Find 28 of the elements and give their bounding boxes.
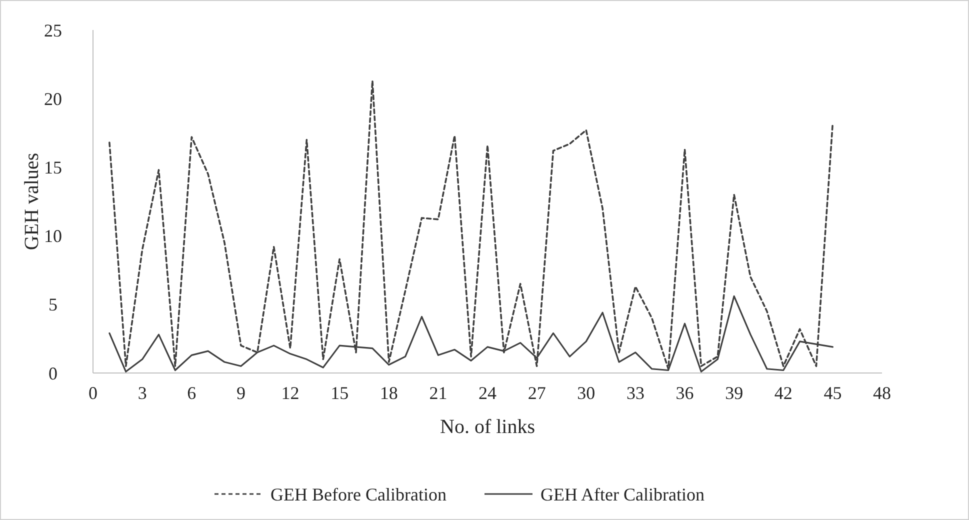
- y-axis-title: GEH values: [21, 152, 43, 250]
- y-tick-label: 25: [44, 20, 62, 40]
- x-tick-label: 0: [88, 383, 98, 403]
- x-tick-label: 6: [187, 383, 196, 403]
- x-tick-label: 48: [873, 383, 891, 403]
- x-tick-label: 39: [725, 383, 744, 403]
- x-tick-label: 30: [577, 383, 596, 403]
- legend-label: GEH Before Calibration: [270, 484, 446, 504]
- y-tick-label: 10: [44, 226, 62, 246]
- x-tick-label: 21: [429, 383, 448, 403]
- y-tick-label: 15: [44, 158, 62, 178]
- x-tick-label: 18: [380, 383, 398, 403]
- x-tick-label: 24: [478, 383, 496, 403]
- legend-label: GEH After Calibration: [540, 484, 704, 504]
- x-tick-label: 15: [330, 383, 349, 403]
- x-tick-label: 12: [281, 383, 300, 403]
- x-axis-title: No. of links: [440, 416, 536, 438]
- y-tick-label: 5: [48, 294, 58, 315]
- x-tick-label: 3: [138, 383, 147, 403]
- x-tick-label: 36: [676, 383, 694, 403]
- y-tick-label: 0: [48, 363, 58, 384]
- x-tick-label: 42: [774, 383, 792, 403]
- line-series: [108, 80, 834, 370]
- y-tick-label: 20: [44, 88, 62, 109]
- x-tick-label: 33: [626, 383, 644, 403]
- x-tick-label: 27: [528, 383, 546, 403]
- x-tick-label: 45: [824, 383, 842, 403]
- x-tick-label: 9: [236, 383, 246, 403]
